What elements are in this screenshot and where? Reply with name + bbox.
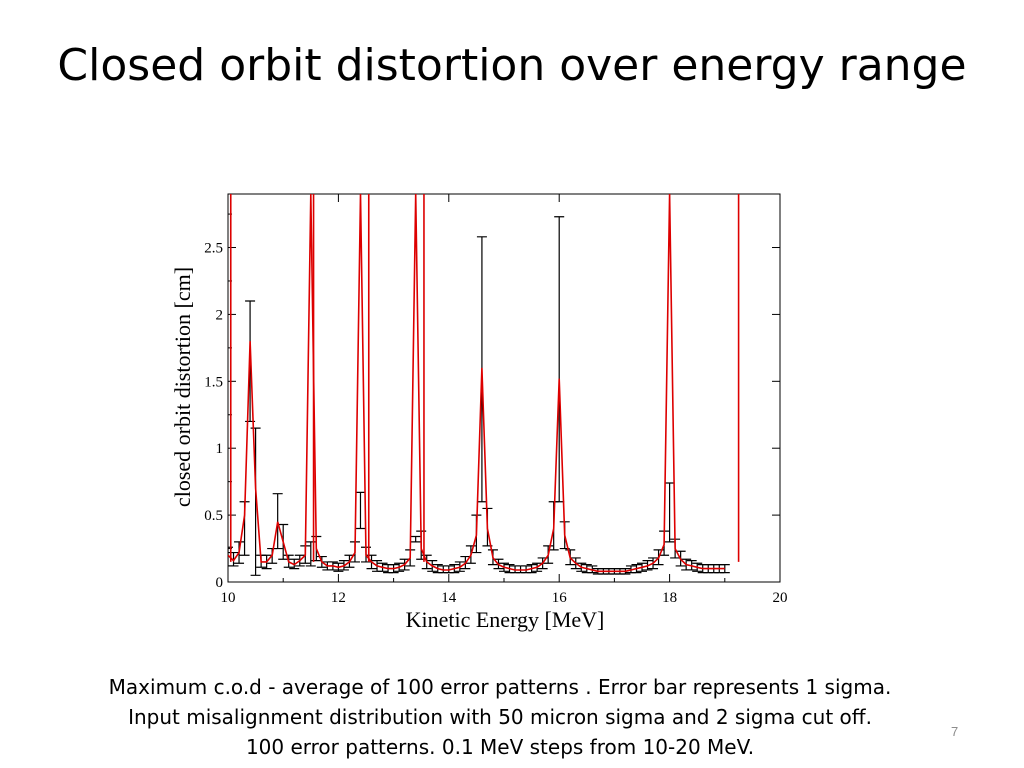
y-tick-label: 0 [216, 575, 224, 591]
x-tick-label: 20 [773, 590, 788, 606]
x-tick-label: 16 [552, 590, 568, 606]
slide-title: Closed orbit distortion over energy rang… [57, 40, 967, 91]
series-clip [228, 194, 740, 576]
caption-line-2: Input misalignment distribution with 50 … [128, 705, 872, 729]
y-tick-label: 2.5 [204, 241, 223, 257]
cod-chart: 10 12 14 16 18 20 0 0.5 1 1.5 2 2.5 Kinetic Energy … [170, 193, 788, 632]
y-tick-label: 1.5 [204, 374, 223, 390]
error-bar [250, 427, 261, 576]
y-tick-label: 2 [216, 307, 224, 323]
error-bar [355, 491, 366, 530]
slide-caption: Maximum c.o.d - average of 100 error pat… [0, 672, 1000, 762]
series-line [228, 194, 725, 573]
error-bar [664, 482, 675, 543]
error-bar [554, 216, 565, 503]
x-tick-label: 14 [441, 590, 457, 606]
x-tick-label: 18 [662, 590, 677, 606]
caption-line-1: Maximum c.o.d - average of 100 error pat… [108, 675, 892, 699]
x-axis-label: Kinetic Energy [MeV] [406, 607, 605, 632]
y-tick-label: 1 [216, 441, 224, 457]
slide-number: 7 [951, 724, 959, 739]
x-tick-label: 12 [331, 590, 346, 606]
plot-area: 10 12 14 16 18 20 0 0.5 1 1.5 2 2.5 [204, 193, 788, 606]
plot-frame [227, 193, 781, 583]
caption-line-3: 100 error patterns. 0.1 MeV steps from 1… [245, 735, 755, 759]
error-bar [410, 535, 421, 543]
error-bar [272, 493, 283, 550]
x-tick-label: 10 [221, 590, 236, 606]
y-tick-label: 0.5 [204, 508, 223, 524]
y-axis-label: closed orbit distortion [cm] [170, 267, 195, 507]
